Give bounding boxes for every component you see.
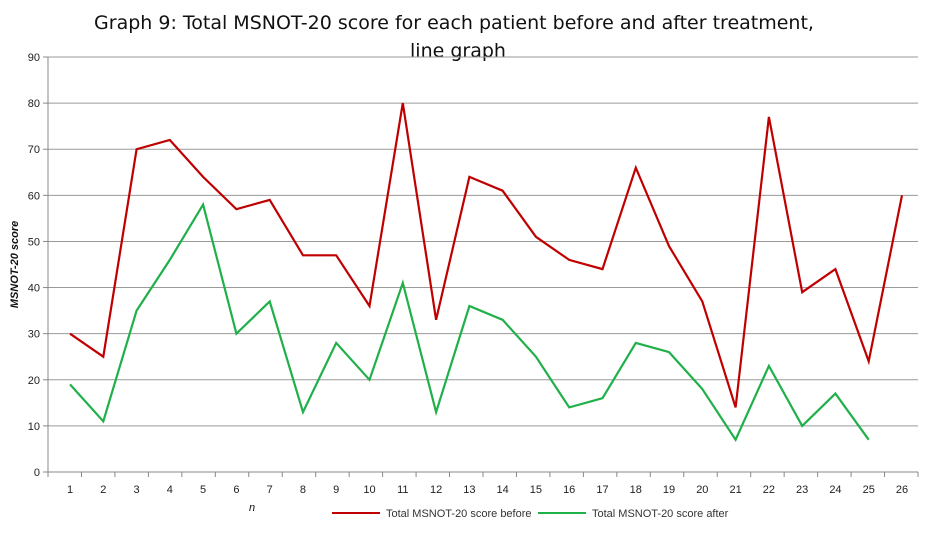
legend: Total MSNOT-20 score before Total MSNOT-2…	[332, 508, 729, 520]
legend-label: Total MSNOT-20 score after	[592, 508, 729, 520]
x-tick-label: 23	[796, 484, 808, 496]
x-tick-label: 1	[67, 484, 73, 496]
x-tick-label: 22	[763, 484, 775, 496]
x-tick-label: 20	[696, 484, 708, 496]
y-tick-label: 30	[28, 329, 40, 341]
y-tick-label: 80	[28, 98, 40, 110]
y-tick-label: 40	[28, 283, 40, 295]
x-tick-label: 5	[200, 484, 206, 496]
x-tick-label: 3	[133, 484, 139, 496]
y-tick-label: 0	[34, 467, 40, 479]
legend-label: Total MSNOT-20 score before	[386, 508, 532, 520]
chart-title-line-1: Graph 9: Total MSNOT-20 score for each p…	[94, 12, 814, 34]
y-tick-label: 20	[28, 375, 40, 387]
x-tick-label: 10	[363, 484, 375, 496]
x-tick-label: 12	[430, 484, 442, 496]
x-tick-label: 8	[300, 484, 306, 496]
x-tick-label: 4	[167, 484, 173, 496]
x-tick-label: 2	[100, 484, 106, 496]
y-axis-label: MSNOT-20 score	[9, 221, 21, 308]
y-tick-label: 70	[28, 144, 40, 156]
series-lines	[69, 102, 904, 442]
x-tick-label: 14	[497, 484, 509, 496]
x-tick-label: 26	[896, 484, 908, 496]
y-tick-label: 60	[28, 190, 40, 202]
series-line-before	[69, 102, 904, 408]
x-tick-label: 9	[333, 484, 339, 496]
x-axis-label: n	[249, 502, 255, 514]
y-tick-label: 10	[28, 421, 40, 433]
series-line-after	[69, 201, 870, 442]
x-tick-label: 15	[530, 484, 542, 496]
x-tick-label: 7	[267, 484, 273, 496]
y-axis-ticks: 0 10 20 30 40 50 60 70 80 90	[28, 52, 48, 479]
x-tick-label: 16	[563, 484, 575, 496]
y-tick-label: 90	[28, 52, 40, 64]
x-tick-label: 21	[729, 484, 741, 496]
x-axis-ticks: 1 2 3 4 5 6 7 8 9 10 11 12 13 14 15 16 17 18 19 20 21 22 23 24 2…	[47, 472, 919, 496]
y-tick-label: 50	[28, 236, 40, 248]
x-tick-label: 19	[663, 484, 675, 496]
x-tick-label: 6	[233, 484, 239, 496]
x-tick-label: 24	[829, 484, 841, 496]
x-tick-label: 13	[463, 484, 475, 496]
x-tick-label: 18	[630, 484, 642, 496]
gridlines	[48, 56, 918, 427]
x-tick-label: 11	[397, 484, 408, 496]
x-tick-label: 17	[596, 484, 608, 496]
x-tick-label: 25	[863, 484, 875, 496]
